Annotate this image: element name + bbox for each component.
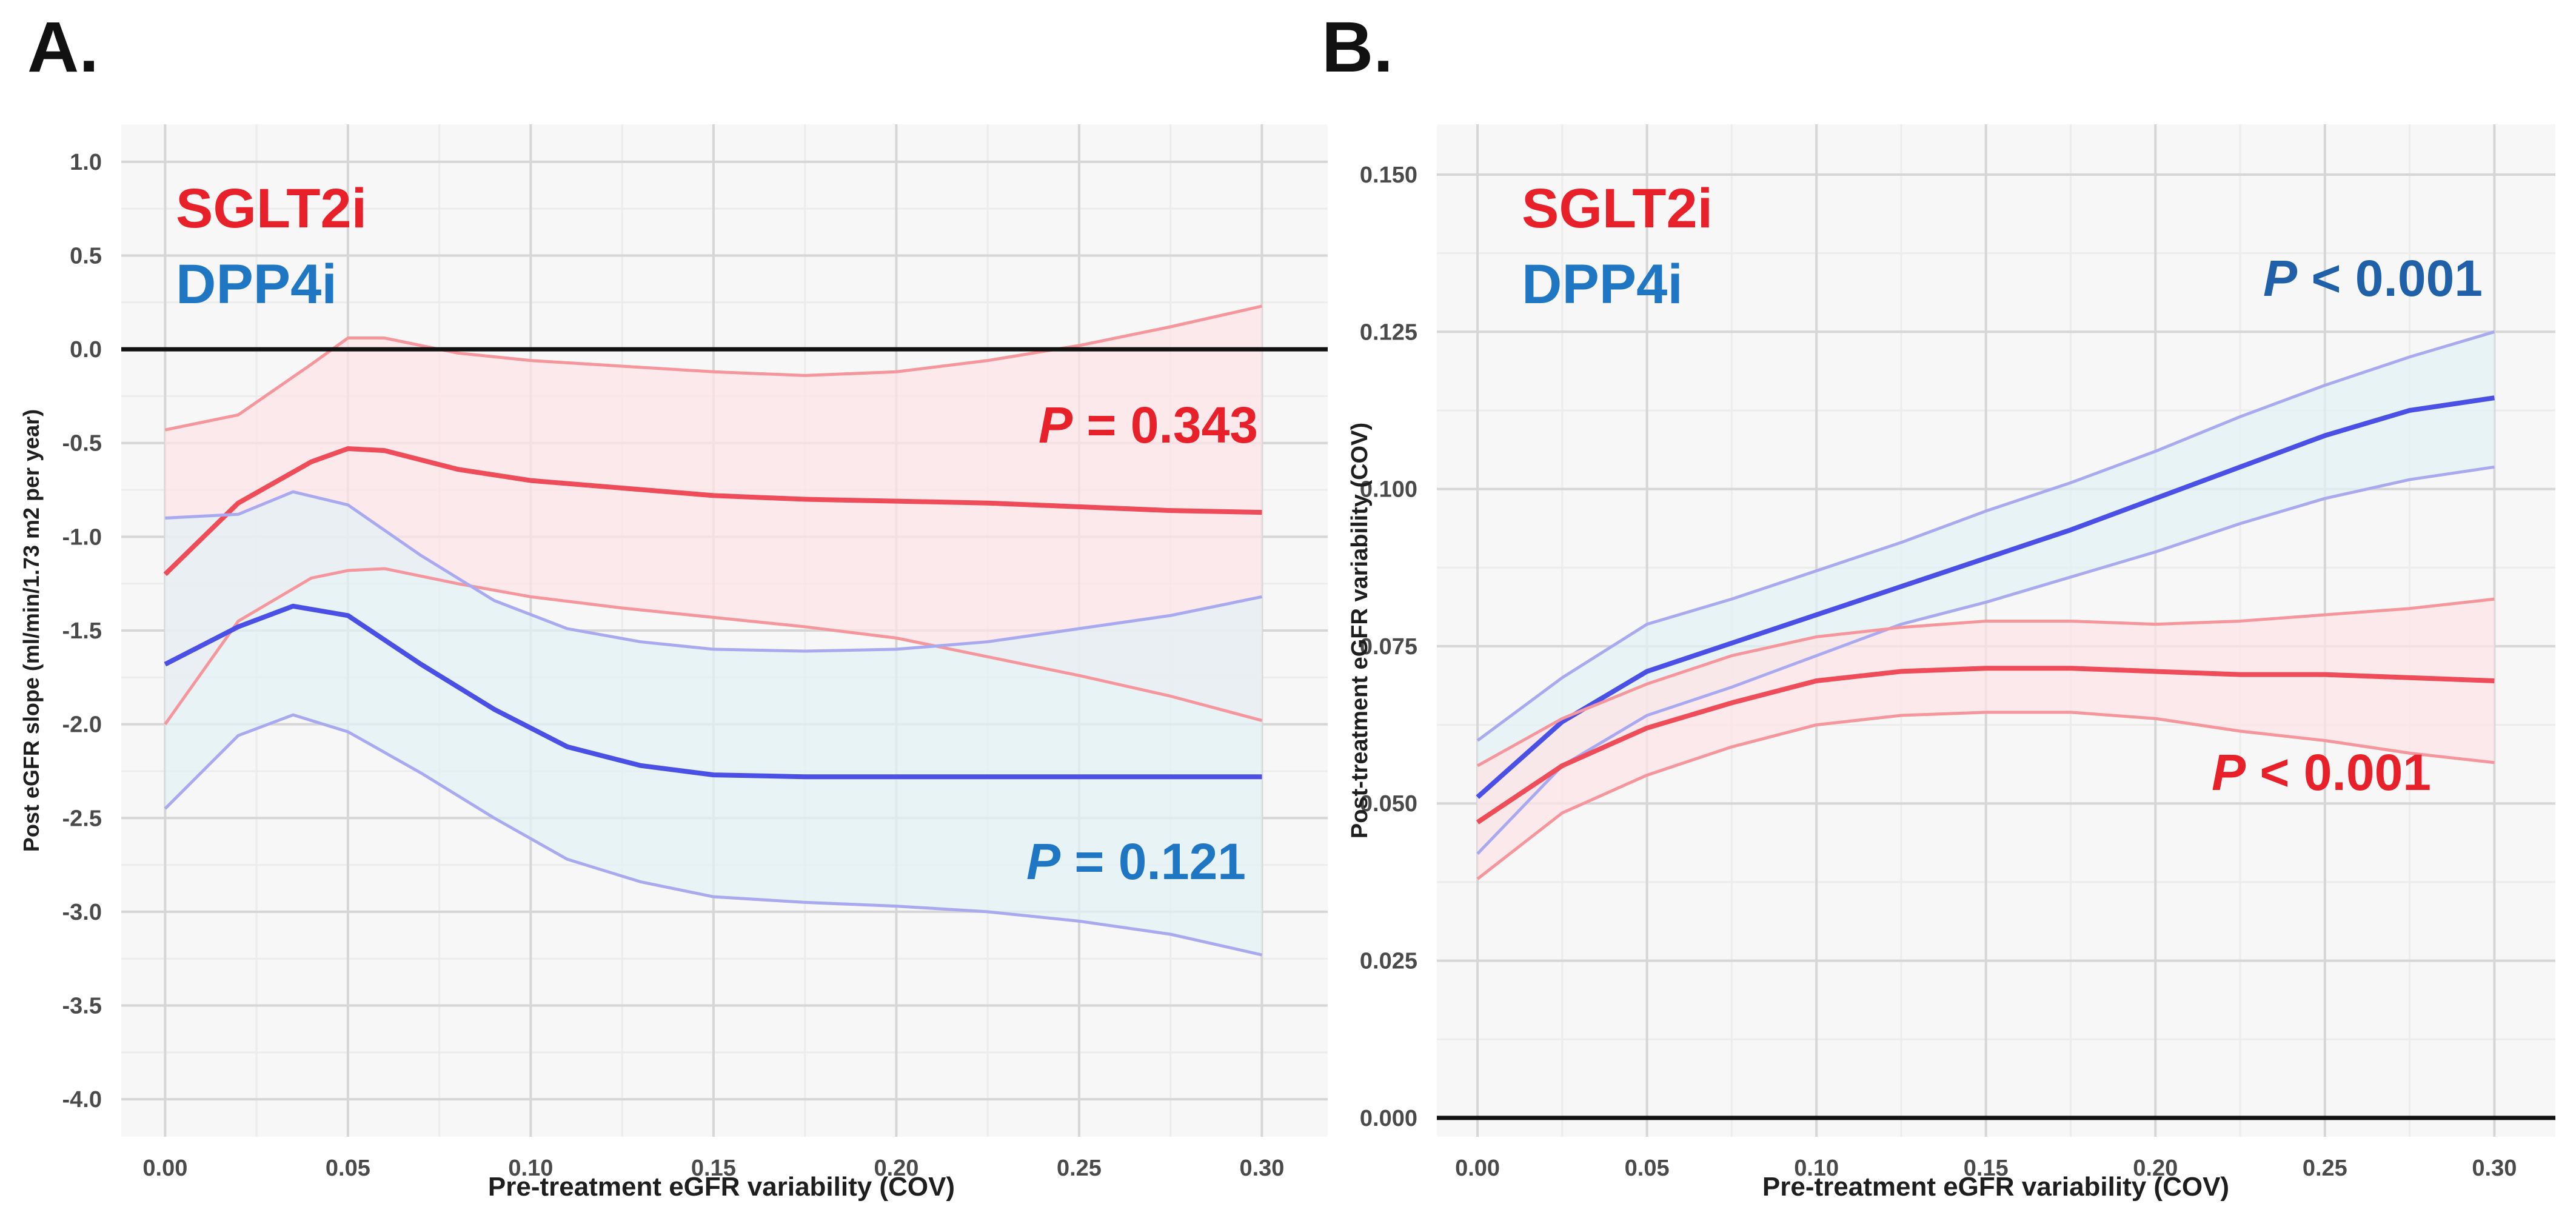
panel-a-band-sglt2i [165, 306, 1262, 724]
panel-a-x-tick-labels: 0.00 0.05 0.10 0.15 0.20 0.25 0.30 [142, 1156, 1284, 1181]
panel-a-upper-bound-dpp4i [165, 490, 1262, 653]
panel-a-lower-bound-dpp4i [164, 713, 1263, 957]
panel-b-confidence-bands [1477, 332, 2495, 879]
panel-b-x-tick-label: 0.05 [1625, 1156, 1670, 1181]
panel-a-y-tick-label: -3.0 [62, 900, 102, 925]
panel-a-p-value-dpp4i: P = 0.121 [1026, 833, 1246, 890]
panel-label-b: B. [1322, 7, 1393, 87]
panel-a-p-value-sglt2i-prefix: P [1039, 397, 1073, 453]
panel-a-band-dpp4i [165, 492, 1262, 955]
panel-b-x-tick-label: 0.15 [1964, 1156, 2009, 1181]
panel-a-y-tick-label: 0.5 [70, 243, 102, 269]
panel-a-p-value-sglt2i-text: = 0.343 [1072, 397, 1258, 453]
panel-b-x-tick-label: 0.00 [1455, 1156, 1500, 1181]
panel-b-x-tick-label: 0.10 [1794, 1156, 1839, 1181]
panel-b-x-tick-label: 0.20 [2133, 1156, 2178, 1181]
panel-a-line-dpp4i [164, 603, 1262, 780]
panel-a-legend-sglt2i: SGLT2i [176, 178, 367, 239]
panel-b-y-tick-labels: 0.150 0.125 0.100 0.075 0.050 0.025 0.000 [1360, 162, 1417, 1131]
panel-a-y-tick-label: -2.5 [62, 806, 102, 831]
panel-b-x-axis-title: Pre-treatment eGFR variability (COV) [1762, 1172, 2229, 1202]
panel-b-p-value-dpp4i-prefix: P [2263, 250, 2298, 307]
panel-b-p-value-sglt2i: P < 0.001 [2212, 744, 2431, 801]
panel-a-x-tick-label: 0.20 [874, 1156, 918, 1181]
panel-b-p-value-dpp4i-text: < 0.001 [2297, 250, 2483, 307]
panel-b-y-tick-label: 0.025 [1360, 949, 1417, 974]
panel-b-y-tick-label: 0.100 [1360, 477, 1417, 503]
panel-b-y-tick-label: 0.075 [1360, 634, 1417, 660]
panel-a-y-tick-label: 0.0 [70, 337, 102, 363]
panel-a-y-tick-label: -2.0 [62, 712, 102, 738]
panel-a-x-axis-title: Pre-treatment eGFR variability (COV) [488, 1172, 955, 1202]
panel-b-legend-sglt2i: SGLT2i [1522, 178, 1713, 239]
panel-a-y-tick-label: 1.0 [70, 150, 102, 175]
panel-a-confidence-bands [165, 306, 1262, 955]
panel-label-a: A. [27, 7, 99, 87]
panel-a-y-tick-label: -1.0 [62, 524, 102, 550]
panel-b-band-sglt2i [1477, 599, 2495, 879]
panel-a-x-tick-label: 0.25 [1057, 1156, 1102, 1181]
panel-a-y-tick-labels: 1.0 0.5 0.0 -0.5 -1.0 -1.5 -2.0 -2.5 -3.0 -3.5 -4.… [62, 150, 102, 1113]
panel-b-lower-bound-dpp4i [1476, 465, 2495, 855]
panel-b-x-tick-label: 0.25 [2303, 1156, 2347, 1181]
panel-a-y-tick-label: -3.5 [62, 994, 102, 1019]
panel-a-x-tick-label: 0.15 [691, 1156, 736, 1181]
panel-a-y-tick-label: -4.0 [62, 1087, 102, 1113]
panel-a: A. 0.00 0.05 0.10 0.15 0.20 0.25 0.30 1.0 0.5 0.… [19, 7, 1328, 1202]
panel-b-x-tick-label: 0.30 [2472, 1156, 2517, 1181]
panel-a-lower-bound-sglt2i [164, 567, 1263, 726]
panel-b-y-axis-title: Post-treatment eGFR variability (COV) [1347, 423, 1373, 838]
panel-b-p-value-sglt2i-prefix: P [2212, 744, 2246, 801]
panel-b-p-value-dpp4i: P < 0.001 [2263, 250, 2483, 307]
panel-b-y-tick-label: 0.150 [1360, 162, 1417, 188]
panel-a-y-tick-label: -1.5 [62, 618, 102, 644]
panel-a-x-tick-label: 0.05 [326, 1156, 370, 1181]
panel-a-line-sglt2i [163, 446, 1262, 577]
panel-b-line-sglt2i [1476, 666, 2495, 825]
panel-a-x-tick-label: 0.30 [1239, 1156, 1284, 1181]
panel-b-upper-bound-sglt2i [1476, 597, 2495, 768]
panel-b-y-tick-label: 0.125 [1360, 320, 1417, 345]
panel-b-series-lines [1476, 330, 2495, 880]
panel-b-band-dpp4i [1477, 332, 2495, 854]
panel-a-p-value-dpp4i-prefix: P [1026, 833, 1061, 890]
panel-a-p-value-dpp4i-text: = 0.121 [1060, 833, 1246, 890]
panel-b-p-value-sglt2i-text: < 0.001 [2246, 744, 2431, 801]
panel-a-x-tick-label: 0.10 [508, 1156, 553, 1181]
panel-b-lower-bound-sglt2i [1476, 711, 2495, 880]
panel-b-line-dpp4i [1476, 395, 2495, 799]
panel-b-upper-bound-dpp4i [1476, 330, 2495, 742]
panel-b-legend-dpp4i: DPP4i [1522, 253, 1683, 315]
panel-a-y-axis-title: Post eGFR slope (ml/min/1.73 m2 per year… [19, 409, 44, 852]
panel-b-y-tick-label: 0.050 [1360, 791, 1417, 817]
panel-b-y-tick-label: 0.000 [1360, 1106, 1417, 1131]
panel-b: B. 0.00 0.05 0.10 0.15 0.20 0.25 0.30 0.1500.1… [1322, 7, 2555, 1202]
panel-a-p-value-sglt2i: P = 0.343 [1039, 397, 1258, 453]
panel-a-x-tick-label: 0.00 [142, 1156, 187, 1181]
panel-a-legend-dpp4i: DPP4i [176, 253, 337, 315]
panel-a-y-tick-label: -0.5 [62, 431, 102, 457]
panel-b-x-tick-labels: 0.00 0.05 0.10 0.15 0.20 0.25 0.30 [1455, 1156, 2517, 1181]
panel-a-series-lines [163, 304, 1263, 957]
